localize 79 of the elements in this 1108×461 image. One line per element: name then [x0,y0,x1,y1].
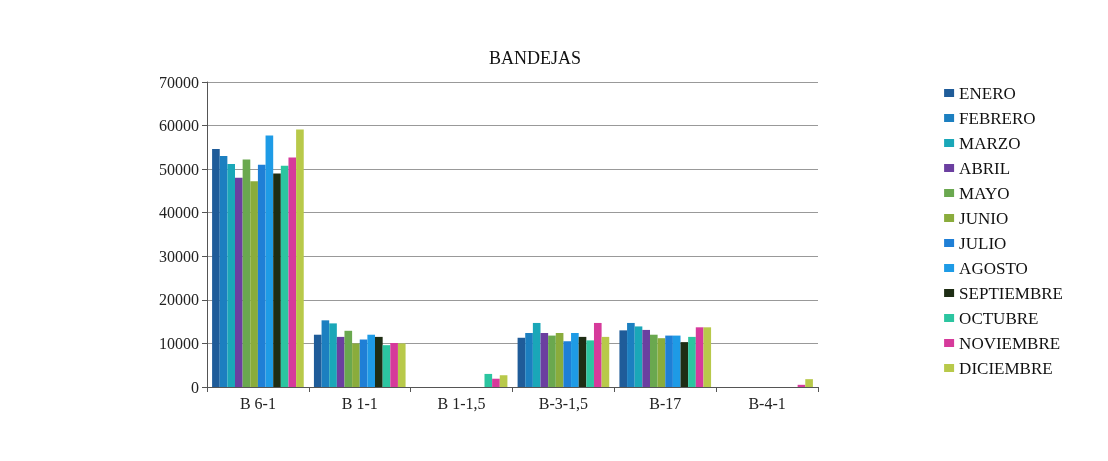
x-tick-label: B-3-1,5 [538,394,589,412]
chart-title: BANDEJAS [488,48,582,68]
bar [601,336,610,387]
y-tick-label: 0 [191,378,199,396]
bar [219,156,228,387]
legend-label: MAYO [959,183,1010,203]
y-tick-label: 50000 [159,160,199,178]
legend-label: DICIEMBRE [959,358,1053,378]
bar [563,341,572,387]
bar [359,339,368,387]
bar [212,149,220,387]
bar [235,177,243,387]
bar [571,332,579,387]
bar [619,330,628,387]
bar [532,322,541,387]
bar [257,164,266,387]
bar [627,322,635,387]
legend-label: ABRIL [959,158,1011,178]
bar [540,332,549,387]
bar [273,173,281,387]
bar [649,334,658,387]
bar [250,181,258,387]
x-tick-label: B-4-1 [748,394,786,412]
bar [336,336,345,387]
bar [352,343,360,387]
y-tick-label: 70000 [159,73,199,91]
y-tick-label: 30000 [159,247,199,265]
x-tick-label: B 1-1 [341,394,378,412]
bar [484,373,493,387]
legend-label: ENERO [959,83,1016,103]
bar [634,326,643,387]
y-tick-label: 60000 [159,117,199,135]
bar [367,334,376,387]
legend-label: JULIO [959,233,1007,253]
y-tick-label: 20000 [159,291,199,309]
bar [321,320,330,387]
legend-label: AGOSTO [959,258,1028,278]
bar [265,135,274,387]
y-tick-label: 10000 [159,334,199,352]
bar [657,338,666,387]
bar [805,379,813,387]
bar [227,163,235,387]
bar [242,159,251,387]
legend-label: SEPTIEMBRE [959,283,1064,303]
legend-label: MARZO [959,133,1021,153]
bar [288,157,297,387]
bar [586,340,594,387]
bar [525,332,533,387]
bar [492,378,500,387]
bar [680,342,689,387]
x-tick-label: B-17 [649,394,682,412]
bar [688,336,696,387]
x-tick-label: B 6-1 [239,394,276,412]
bar [555,332,564,387]
bar [593,322,602,387]
bar [344,330,353,387]
bar [517,337,526,387]
bar [382,345,391,387]
bar [703,327,712,387]
legend-label: JUNIO [959,208,1009,228]
legend-label: OCTUBRE [959,308,1039,328]
bar [695,327,704,387]
bar [548,335,556,387]
bar [390,342,398,387]
y-tick-label: 40000 [159,204,199,222]
legend-label: NOVIEMBRE [959,333,1061,353]
bar [665,335,673,387]
bar [642,329,650,387]
bar [375,336,383,387]
bar [280,165,289,387]
bar [499,375,508,387]
x-tick-label: B 1-1,5 [437,394,486,412]
bar [296,129,304,387]
bar [672,335,681,387]
legend-label: FEBRERO [959,108,1036,128]
bar [329,323,337,387]
bar [397,343,406,387]
bar [313,334,322,387]
bar [578,336,587,387]
